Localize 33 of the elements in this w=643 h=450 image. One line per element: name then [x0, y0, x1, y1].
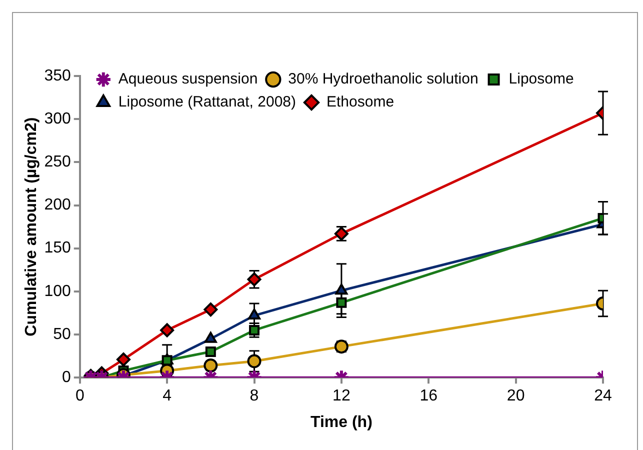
x-tick-label: 0: [75, 388, 84, 405]
point: [205, 346, 216, 357]
y-tick-label: 0: [62, 369, 71, 386]
x-tick-label: 8: [250, 388, 259, 405]
point: [336, 297, 347, 308]
point: [335, 284, 348, 295]
x-tick-label: 4: [162, 388, 172, 405]
legend-label: Ethosome: [326, 94, 394, 111]
point: [116, 352, 130, 367]
legend-label: Liposome: [508, 70, 574, 88]
x-tick-label: 24: [594, 388, 612, 405]
point: [204, 302, 218, 317]
y-tick-label: 300: [44, 110, 71, 128]
y-tick-label: 350: [44, 67, 71, 84]
point: [162, 355, 172, 366]
y-axis-title: Cumulative amount (µg/cm2): [23, 117, 40, 336]
point: [247, 272, 262, 286]
legend-label: Liposome (Rattanat, 2008): [118, 94, 296, 111]
point: [160, 323, 174, 338]
x-tick-label: 20: [506, 388, 525, 405]
legend-label: Aqueous suspension: [118, 70, 258, 88]
y-tick-label: 200: [44, 196, 71, 214]
y-tick-label: 250: [44, 154, 71, 171]
point: [247, 354, 262, 368]
x-tick-label: 16: [420, 388, 438, 405]
point: [248, 308, 260, 320]
y-tick-label: 50: [53, 326, 71, 343]
x-axis-title: Time (h): [310, 414, 372, 431]
legend-label: 30% Hydroethanolic solution: [288, 70, 478, 88]
y-tick-label: 100: [44, 282, 71, 300]
point: [204, 332, 217, 343]
y-tick-label: 150: [44, 240, 71, 257]
x-tick-label: 12: [332, 388, 350, 405]
